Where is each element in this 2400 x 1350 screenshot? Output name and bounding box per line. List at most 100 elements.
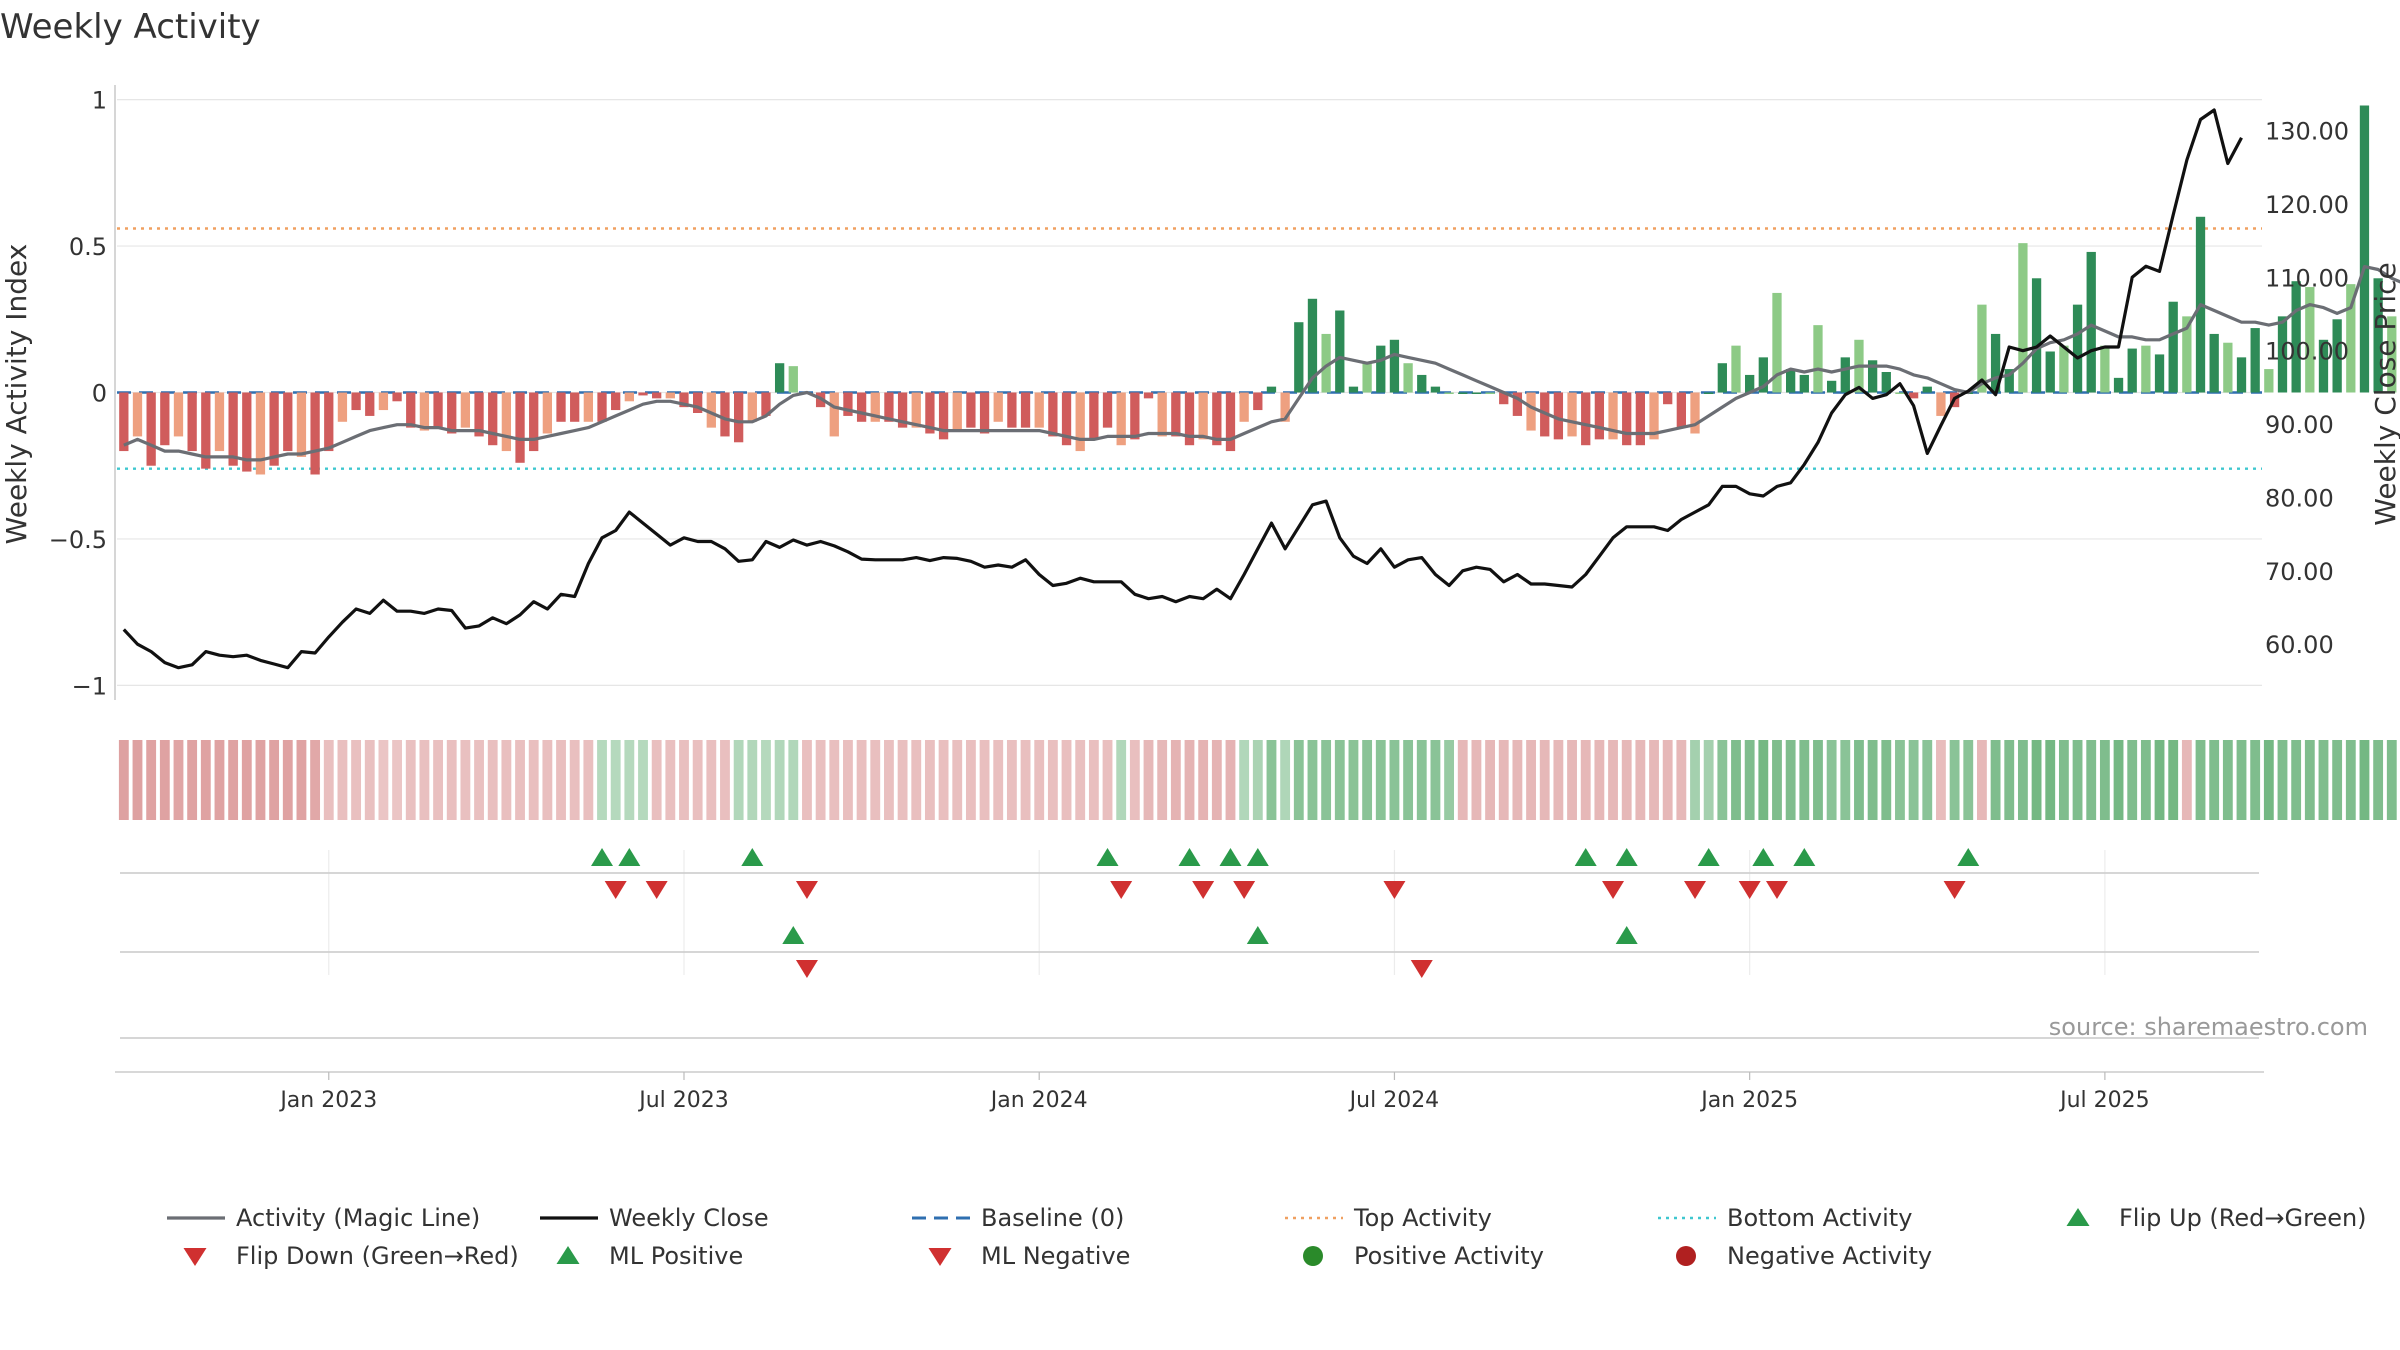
- heat-strip-cell: [2140, 740, 2151, 820]
- activity-bar: [1348, 386, 1359, 393]
- heat-strip-cell: [2058, 740, 2069, 820]
- y-left-tick-label: −1: [72, 672, 107, 700]
- heat-strip-cell: [214, 740, 225, 820]
- heat-strip-cell: [255, 740, 266, 820]
- activity-bar: [1444, 392, 1454, 394]
- activity-bar: [1690, 392, 1700, 434]
- activity-bar: [1061, 392, 1072, 446]
- activity-bar: [856, 392, 867, 422]
- ml-positive-marker: [1246, 926, 1269, 944]
- y-left-tick-label: 0: [92, 380, 107, 408]
- y-right-tick-label: 90.00: [2265, 411, 2334, 439]
- activity-bar: [1745, 374, 1755, 393]
- heat-strip-cell: [856, 740, 867, 820]
- flip-down-marker: [1110, 881, 1133, 899]
- heat-strip-cell: [1485, 740, 1495, 820]
- heat-strip-cell: [829, 740, 840, 820]
- legend-triangle-down-icon: [183, 1248, 207, 1266]
- activity-bar: [1389, 339, 1400, 393]
- flip-down-marker: [1233, 881, 1256, 899]
- activity-bar: [269, 392, 279, 466]
- flip-down-marker: [1738, 881, 1761, 899]
- activity-bar: [1840, 357, 1850, 393]
- activity-bar: [1376, 345, 1386, 393]
- activity-bar: [1075, 392, 1085, 452]
- activity-bars: [119, 105, 2397, 475]
- activity-bar: [324, 392, 334, 452]
- heat-strip-cell: [1744, 740, 1755, 820]
- heat-strip-cell: [487, 740, 498, 820]
- heat-strip-cell: [2181, 740, 2192, 820]
- heat-strip-cell: [993, 740, 1004, 820]
- heat-strip-cell: [965, 740, 976, 820]
- activity-bar: [788, 366, 798, 393]
- activity-bar: [2127, 348, 2137, 393]
- heat-strip-cell: [2359, 740, 2370, 820]
- activity-bar: [583, 392, 593, 422]
- activity-bar: [488, 392, 498, 446]
- legend-label: Negative Activity: [1727, 1242, 1932, 1270]
- heat-strip-cell: [132, 740, 143, 820]
- activity-bar: [1225, 392, 1236, 452]
- heat-strip-cell: [1512, 740, 1523, 820]
- x-tick-label: Jan 2023: [278, 1088, 377, 1113]
- activity-bar: [665, 392, 675, 399]
- heat-strip-cell: [1416, 740, 1427, 820]
- activity-bar: [283, 392, 293, 452]
- x-tick-label: Jan 2025: [1699, 1088, 1798, 1113]
- heat-strip-cell: [2154, 740, 2165, 820]
- flip-up-marker: [618, 848, 641, 866]
- activity-bar: [1294, 322, 1304, 393]
- heat-strip-cell: [1539, 740, 1550, 820]
- activity-bar: [1130, 392, 1140, 440]
- legend-item: Positive Activity: [1303, 1242, 1544, 1270]
- activity-bar: [2154, 354, 2165, 393]
- heat-strip-cell: [351, 740, 362, 820]
- activity-bar: [460, 392, 471, 428]
- activity-bar: [993, 392, 1003, 422]
- activity-bar: [2223, 342, 2233, 393]
- activity-bar: [2113, 377, 2124, 393]
- heat-strip-cell: [1608, 740, 1618, 820]
- activity-bar: [2264, 369, 2274, 393]
- activity-bar: [1977, 304, 1987, 393]
- activity-bar: [1799, 374, 1809, 393]
- activity-bar: [884, 392, 894, 422]
- activity-bar: [1881, 372, 1891, 393]
- heat-strip-cell: [1157, 740, 1168, 820]
- heat-strip-cell: [1293, 740, 1304, 820]
- legend-item: ML Negative: [928, 1242, 1130, 1270]
- heat-strip-cell: [2373, 740, 2384, 820]
- heat-strip-cell: [802, 740, 812, 820]
- heat-strip-cell: [1170, 740, 1181, 820]
- heat-strip-cell: [1184, 740, 1195, 820]
- heat-strip-cell: [747, 740, 758, 820]
- activity-bar: [146, 392, 156, 466]
- heat-strip-cell: [2304, 740, 2315, 820]
- heat-strip-cell: [1854, 740, 1864, 820]
- heat-strip-cell: [979, 740, 990, 820]
- heat-strip-cell: [515, 740, 525, 820]
- heat-strip-cell: [433, 740, 443, 820]
- activity-bar: [911, 392, 921, 428]
- heat-strip-cell: [1881, 740, 1892, 820]
- activity-bar: [1171, 392, 1181, 437]
- ml-negative-marker: [795, 960, 818, 978]
- heat-strip-cell: [1567, 740, 1577, 820]
- activity-bar: [1676, 392, 1686, 428]
- flip-down-marker: [1943, 881, 1966, 899]
- activity-bar: [1212, 392, 1222, 446]
- heat-strip-cell: [1922, 740, 1933, 820]
- activity-bar: [1635, 392, 1646, 446]
- activity-bar: [228, 392, 238, 466]
- heat-strip-cell: [405, 740, 416, 820]
- heat-strip-cell: [364, 740, 375, 820]
- activity-bar: [1485, 392, 1495, 394]
- heat-strip-cell: [1088, 740, 1099, 820]
- heat-strip-cell: [1785, 740, 1796, 820]
- heat-strip-cell: [1758, 740, 1769, 820]
- activity-bar: [1143, 392, 1154, 399]
- activity-bar: [829, 392, 839, 437]
- chart-title: Weekly Activity: [0, 7, 261, 47]
- heat-strip-cell: [788, 740, 799, 820]
